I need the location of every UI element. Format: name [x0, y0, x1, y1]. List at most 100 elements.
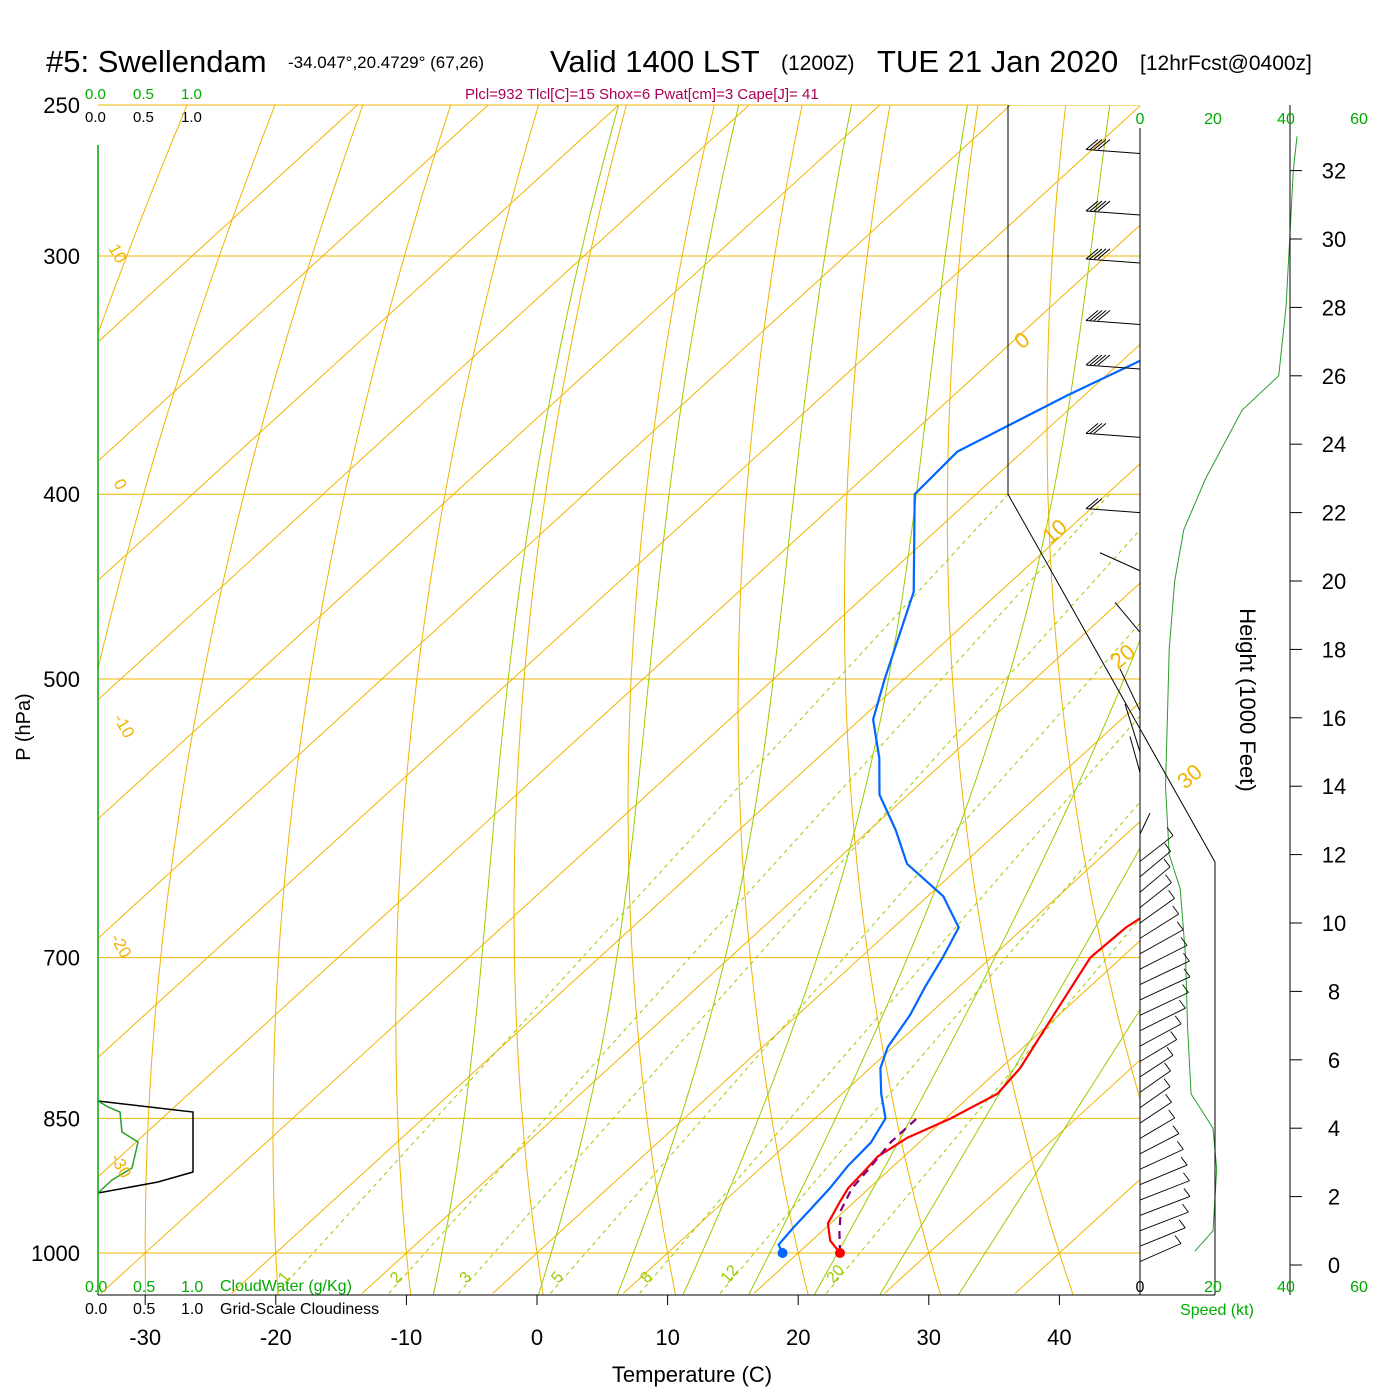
sounding-params: Plcl=932 Tlcl[C]=15 Shox=6 Pwat[cm]=3 Ca… — [465, 86, 819, 103]
cloudwater-profile — [97, 1100, 139, 1194]
temperature-trace — [826, 917, 1140, 1254]
wind-barb — [1139, 842, 1171, 878]
parcel-trace — [838, 1117, 918, 1254]
cloudwater-bottom-tick: 0.0 — [85, 1279, 107, 1296]
isotherm-label: 0 — [1009, 327, 1034, 354]
wind-barb — [1139, 1172, 1190, 1201]
isotherm-line — [98, 105, 1140, 1059]
wind-barb — [1139, 1203, 1189, 1232]
wind-barb — [1085, 422, 1141, 438]
dry-adiabat-label: 0 — [110, 476, 131, 494]
wind-barb — [1139, 1156, 1188, 1186]
height-tick-label: 12 — [1322, 843, 1346, 868]
wind-barb — [1139, 905, 1180, 939]
height-tick-label: 8 — [1328, 979, 1340, 1004]
surface-temperature-dot — [834, 1248, 845, 1258]
cloudwater-label: CloudWater (g/Kg) — [220, 1278, 352, 1295]
isotherm-line — [98, 105, 750, 701]
station-coords: -34.047°,20.4729° (67,26) — [288, 53, 484, 72]
wind-barb — [1139, 812, 1151, 835]
wind-barb — [1114, 601, 1141, 633]
cloudiness-bottom-tick: 0.0 — [85, 1301, 107, 1318]
dry-adiabat-line — [395, 105, 540, 1295]
wind-barb — [1139, 1188, 1191, 1216]
isotherm-line — [98, 105, 881, 820]
moist-adiabat-line — [748, 105, 1111, 1295]
dry-adiabat-line — [272, 105, 452, 1295]
isotherm-line — [231, 463, 1140, 1294]
speed-tick-label-top: 0 — [1136, 111, 1145, 128]
wind-barb — [1139, 937, 1188, 970]
dry-adiabat-line — [737, 105, 809, 1295]
wind-barb — [1139, 952, 1190, 985]
wind-barb — [1099, 552, 1141, 572]
mixing-ratio-label: 12 — [718, 1262, 743, 1287]
mixing-ratio-label: 2 — [387, 1269, 406, 1287]
height-tick-label: 28 — [1322, 295, 1346, 320]
pressure-tick-label: 700 — [43, 946, 80, 971]
isotherm-line — [753, 940, 1140, 1294]
height-axis-title: Height (1000 Feet) — [1235, 608, 1260, 791]
wind-barb — [1139, 999, 1186, 1032]
wind-barb — [1139, 1062, 1171, 1093]
speed-tick-label-bottom: 40 — [1277, 1279, 1295, 1296]
isotherm-line — [623, 820, 1140, 1294]
y-axis-title: P (hPa) — [13, 693, 35, 760]
utc-time: (1200Z) — [781, 52, 855, 75]
height-tick-label: 6 — [1328, 1048, 1340, 1073]
wind-barb — [1139, 968, 1191, 1001]
temp-tick-label: 40 — [1047, 1325, 1071, 1350]
surface-dewpoint-dot — [777, 1248, 788, 1258]
temp-tick-label: 0 — [531, 1325, 543, 1350]
dry-adiabat-line — [1046, 105, 1140, 1101]
speed-tick-label-bottom: 0 — [1136, 1279, 1145, 1296]
temp-tick-label: 30 — [917, 1325, 941, 1350]
mixing-ratio-line — [825, 917, 1140, 1294]
moist-adiabat-line — [957, 1008, 1140, 1295]
wind-barb — [1139, 1219, 1186, 1247]
wind-barb — [1085, 310, 1141, 325]
wind-barb — [1119, 668, 1141, 712]
mixing-ratio-line — [550, 622, 1140, 1294]
cloudiness-top-legend: 0.0 0.5 1.0 — [85, 109, 202, 126]
x-axis-title: Temperature (C) — [612, 1362, 772, 1387]
moist-adiabat-line — [813, 638, 1140, 1295]
wind-barb — [1139, 858, 1171, 893]
mixing-ratio-line — [639, 715, 1140, 1294]
dry-adiabat-line — [1237, 105, 1400, 1301]
cloudwater-bottom-tick: 0.5 — [133, 1279, 155, 1296]
height-tick-label: 30 — [1322, 227, 1346, 252]
height-tick-label: 24 — [1322, 432, 1346, 457]
height-tick-label: 2 — [1328, 1185, 1340, 1210]
pressure-tick-label: 400 — [43, 482, 80, 507]
moist-adiabat-line — [537, 105, 740, 1295]
cloudiness-bottom-tick: 0.5 — [133, 1301, 155, 1318]
plot-right-boundary — [1007, 105, 1216, 1295]
pressure-tick-label: 500 — [43, 667, 80, 692]
wind-barb — [1139, 827, 1174, 862]
wind-barb — [1139, 1141, 1184, 1170]
cloudiness-bottom-legend: 0.0 0.5 1.0 Grid-Scale Cloudiness — [85, 1301, 379, 1318]
speed-tick-label-bottom: 20 — [1204, 1279, 1222, 1296]
height-tick-label: 16 — [1322, 706, 1346, 731]
isotherm-line — [492, 701, 1140, 1294]
mixing-ratio-label: 5 — [548, 1269, 567, 1287]
cloudwater-top-legend: 0.0 0.5 1.0 — [85, 86, 202, 103]
isotherm-label: 30 — [1172, 759, 1207, 794]
isotherm-line — [884, 1059, 1140, 1294]
isotherm-line — [98, 105, 1011, 939]
speed-tick-label-bottom: 60 — [1350, 1279, 1368, 1296]
height-tick-label: 14 — [1322, 774, 1346, 799]
wind-barb — [1139, 1078, 1171, 1109]
wind-barb — [1139, 1094, 1172, 1124]
height-tick-label: 20 — [1322, 569, 1346, 594]
cloudwater-bottom-legend: 0.0 0.5 1.0 CloudWater (g/Kg) — [85, 1278, 352, 1296]
height-tick-label: 32 — [1322, 159, 1346, 184]
wind-barb — [1139, 1046, 1174, 1078]
isotherm-line — [98, 105, 358, 343]
isotherm-label: 20 — [1105, 639, 1140, 674]
isotherm-line — [98, 105, 489, 462]
temp-tick-label: 10 — [655, 1325, 679, 1350]
speed-tick-label-top: 40 — [1277, 111, 1295, 128]
